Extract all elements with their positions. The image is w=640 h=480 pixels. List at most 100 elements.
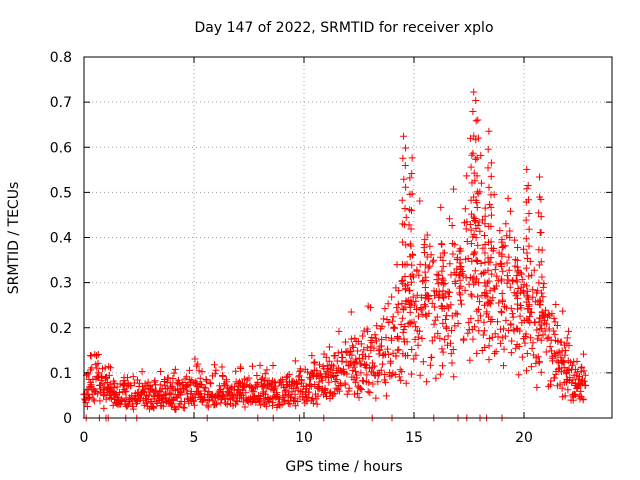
data-point xyxy=(542,306,550,314)
data-point xyxy=(437,203,445,211)
data-point xyxy=(365,379,373,387)
data-point xyxy=(122,387,130,395)
data-point xyxy=(564,366,572,374)
data-point xyxy=(412,351,420,359)
data-point xyxy=(512,276,520,284)
data-point xyxy=(513,256,521,264)
data-point xyxy=(406,303,414,311)
data-point xyxy=(551,374,559,382)
data-point xyxy=(314,392,322,400)
data-point xyxy=(278,376,286,384)
y-tick-label: 0 xyxy=(63,411,72,427)
data-point xyxy=(441,279,449,287)
data-point xyxy=(407,370,415,378)
data-point xyxy=(333,376,341,384)
data-point xyxy=(242,389,250,397)
data-point xyxy=(428,337,436,345)
data-point xyxy=(171,406,179,414)
data-point xyxy=(448,326,456,334)
data-point xyxy=(487,172,495,180)
data-point xyxy=(533,326,541,334)
data-point xyxy=(356,384,364,392)
data-point xyxy=(412,323,420,331)
data-point xyxy=(116,380,124,388)
x-tick-label: 10 xyxy=(295,430,313,446)
data-point xyxy=(409,293,417,301)
data-point xyxy=(330,362,338,370)
data-point xyxy=(481,289,489,297)
data-point xyxy=(409,273,417,281)
data-point xyxy=(506,207,514,215)
y-tick-label: 0.5 xyxy=(50,185,72,201)
data-point xyxy=(497,307,505,315)
data-point xyxy=(407,207,415,215)
data-point xyxy=(291,357,299,365)
data-point xyxy=(456,276,464,284)
data-point xyxy=(408,154,416,162)
data-point xyxy=(389,313,397,321)
data-point xyxy=(283,372,291,380)
data-point xyxy=(491,349,499,357)
data-point xyxy=(313,367,321,375)
data-point xyxy=(523,185,531,193)
data-point xyxy=(295,372,303,380)
data-point xyxy=(505,266,513,274)
data-point xyxy=(150,404,158,412)
data-point xyxy=(370,344,378,352)
data-point xyxy=(472,275,480,283)
data-point xyxy=(341,381,349,389)
data-point xyxy=(473,257,481,265)
data-point xyxy=(431,333,439,341)
data-point xyxy=(449,250,457,258)
data-point xyxy=(315,378,323,386)
data-point xyxy=(535,261,543,269)
data-point xyxy=(371,331,379,339)
data-point xyxy=(323,392,331,400)
data-point xyxy=(556,380,564,388)
data-point xyxy=(262,402,270,410)
data-point xyxy=(401,282,409,290)
data-point xyxy=(335,327,343,335)
data-point xyxy=(474,305,482,313)
data-point xyxy=(211,361,219,369)
data-point xyxy=(336,367,344,375)
data-point xyxy=(451,241,459,249)
data-point xyxy=(580,350,588,358)
data-point xyxy=(240,384,248,392)
data-point xyxy=(433,313,441,321)
data-point xyxy=(461,205,469,213)
data-point xyxy=(182,386,190,394)
data-point xyxy=(405,286,413,294)
data-point xyxy=(517,270,525,278)
data-point xyxy=(97,376,105,384)
data-point xyxy=(438,241,446,249)
data-point xyxy=(385,318,393,326)
y-tick-label: 0.6 xyxy=(50,140,72,156)
data-point xyxy=(402,144,410,152)
data-point xyxy=(439,262,447,270)
data-point xyxy=(522,330,530,338)
data-point xyxy=(497,275,505,283)
data-point xyxy=(537,258,545,266)
data-point xyxy=(372,394,380,402)
data-point xyxy=(448,222,456,230)
data-point xyxy=(406,206,414,214)
data-point xyxy=(521,339,529,347)
data-point xyxy=(514,285,522,293)
data-point xyxy=(343,390,351,398)
data-point xyxy=(436,334,444,342)
axis-ticks: 0 5 10 15 20 0 0.1 0.2 0.3 0.4 0.5 0.6 0.7 0.8 xyxy=(50,50,612,446)
data-point xyxy=(542,348,550,356)
data-point xyxy=(87,382,95,390)
data-point xyxy=(350,363,358,371)
x-tick-label: 15 xyxy=(405,430,423,446)
data-point xyxy=(145,391,153,399)
data-point xyxy=(408,299,416,307)
data-point xyxy=(485,356,493,364)
data-point xyxy=(438,345,446,353)
data-point xyxy=(292,402,300,410)
data-point xyxy=(164,374,172,382)
data-point xyxy=(395,287,403,295)
data-point xyxy=(441,336,449,344)
data-point xyxy=(439,280,447,288)
